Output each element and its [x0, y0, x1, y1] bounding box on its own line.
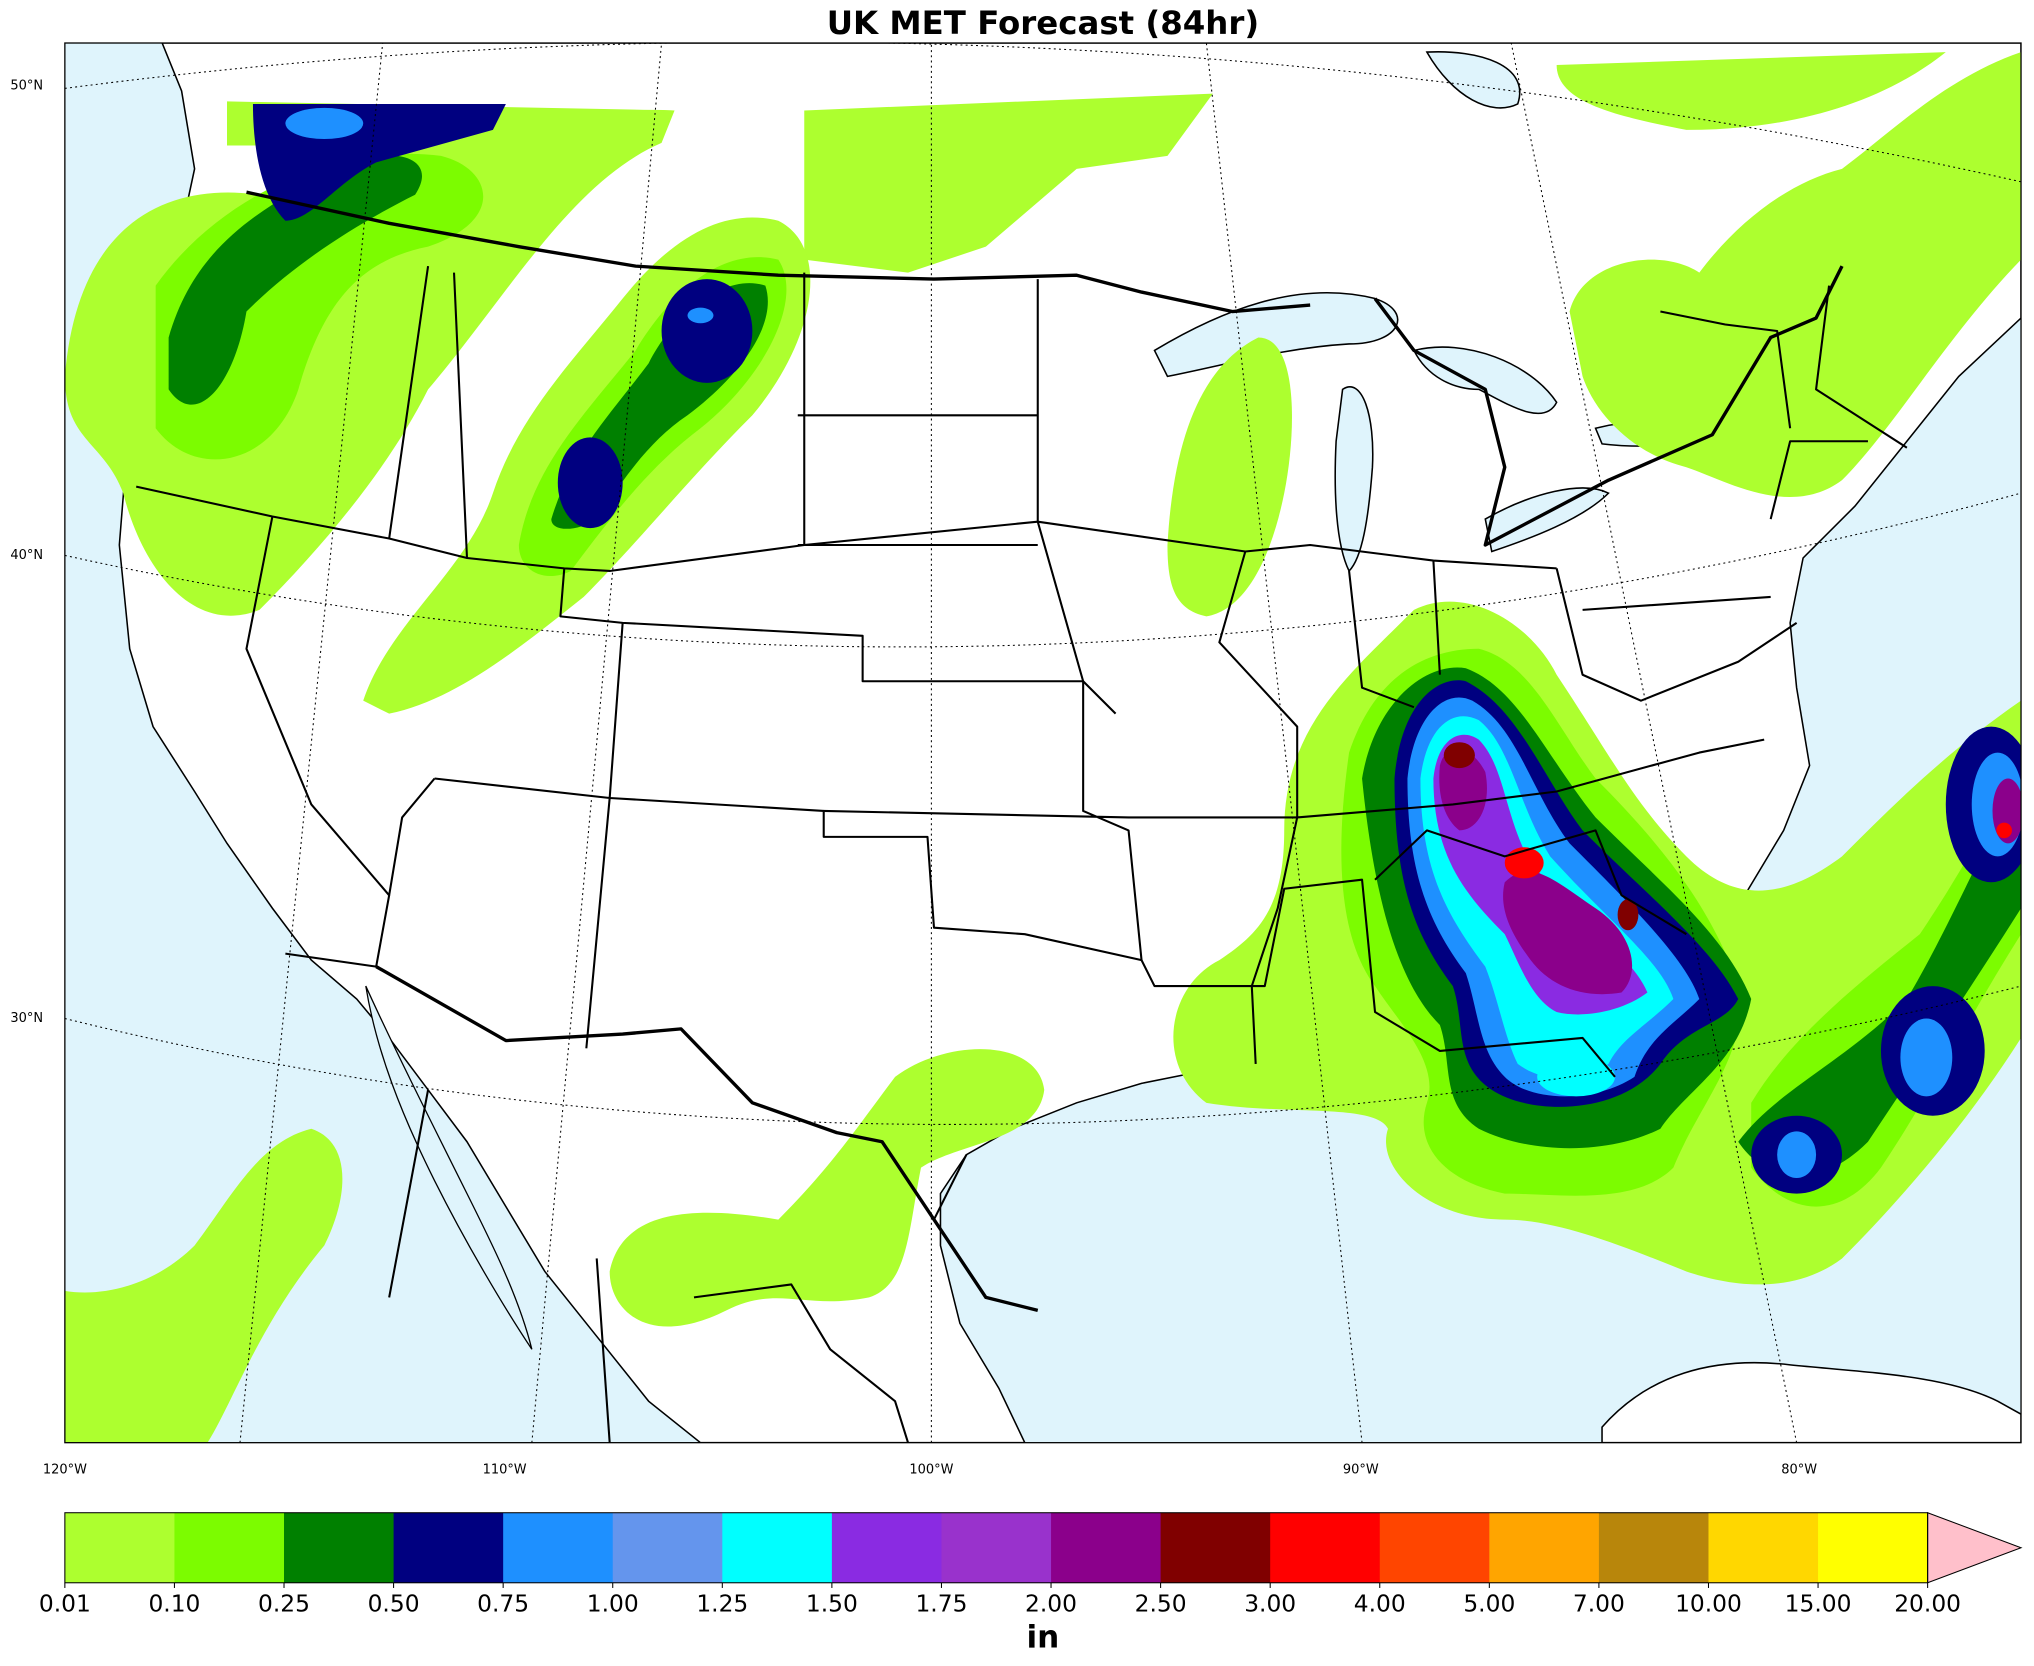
colorbar-swatch [612, 1512, 723, 1583]
precip-area [1167, 337, 1292, 617]
map [64, 43, 2022, 1443]
lon-label: 90°W [1343, 1462, 1379, 1477]
colorbar-tick-label: 3.00 [1244, 1589, 1296, 1617]
precip-area [1777, 1131, 1817, 1179]
colorbar-tick-label: 15.00 [1785, 1589, 1852, 1617]
colorbar-tick-label: 1.00 [587, 1589, 639, 1617]
precip-area [687, 307, 714, 324]
colorbar-swatch [1598, 1512, 1709, 1583]
colorbar-tick-label: 0.50 [368, 1589, 420, 1617]
precip-area [1537, 1057, 1616, 1097]
colorbar-swatch [1818, 1512, 1929, 1583]
colorbar-tick-label: 2.50 [1135, 1589, 1187, 1617]
lon-label: 120°W [43, 1462, 87, 1477]
borders [135, 190, 1908, 1443]
colorbar-swatch [1051, 1512, 1161, 1583]
precip-area [285, 107, 364, 140]
precip-area [804, 93, 1213, 273]
lon-labels: 120°W 110°W 100°W 90°W 80°W [43, 1462, 1817, 1477]
precip-area [1900, 1018, 1953, 1097]
lat-labels: 50°N 40°N 30°N [10, 78, 43, 1026]
colorbar-tick-label: 1.75 [915, 1589, 967, 1617]
colorbar-swatch [1708, 1512, 1819, 1583]
precip-area [1569, 52, 2022, 497]
colorbar-extend [1927, 1511, 2023, 1584]
precip-area [557, 437, 623, 529]
colorbar-swatch [722, 1512, 833, 1583]
lon-label: 110°W [483, 1462, 527, 1477]
colorbar-label: in [1027, 1620, 1060, 1656]
colorbar-tick-label: 0.25 [258, 1589, 310, 1617]
colorbar-swatch [1270, 1512, 1381, 1583]
colorbar-tick-label: 7.00 [1573, 1589, 1625, 1617]
colorbar-tick-label: 0.75 [477, 1589, 529, 1617]
title: UK MET Forecast (84hr) [827, 4, 1259, 42]
colorbar-tick-label: 2.00 [1025, 1589, 1077, 1617]
precip-area [1996, 822, 2012, 839]
precip-area [1443, 742, 1475, 769]
precipitation [64, 52, 2022, 1443]
colorbar-swatch [1379, 1512, 1490, 1583]
colorbar-swatch [284, 1512, 394, 1583]
precip-area [1617, 899, 1639, 931]
lat-label: 30°N [10, 1011, 43, 1026]
colorbar-swatch [393, 1512, 504, 1583]
colorbar-tick-label: 0.10 [148, 1589, 200, 1617]
colorbar-swatch [831, 1512, 942, 1583]
precip-area [661, 279, 753, 383]
lon-label: 80°W [1781, 1462, 1817, 1477]
graticule [64, 43, 2022, 1443]
colorbar-tick-label: 5.00 [1463, 1589, 1515, 1617]
colorbar-swatch [174, 1512, 285, 1583]
lat-label: 40°N [10, 548, 43, 563]
precip-area [609, 1049, 1045, 1327]
colorbar-tick-label: 1.25 [696, 1589, 748, 1617]
colorbar-swatch [1160, 1512, 1271, 1583]
lat-label: 50°N [10, 78, 43, 93]
map-frame [64, 42, 2022, 1444]
lon-label: 100°W [909, 1462, 953, 1477]
colorbar-tick-label: 0.01 [39, 1589, 91, 1617]
colorbar-swatch [1489, 1512, 1600, 1583]
colorbar-swatch [941, 1512, 1052, 1583]
precip-area [1504, 847, 1544, 879]
colorbar-swatch [64, 1512, 175, 1583]
colorbar-tick-label: 4.00 [1354, 1589, 1406, 1617]
cuba [1601, 1361, 2022, 1443]
colorbar-tick-label: 1.50 [806, 1589, 858, 1617]
precip-area [1439, 749, 1487, 831]
precip-area [1503, 871, 1633, 995]
colorbar-frame [64, 1512, 1929, 1584]
precip-area [1556, 52, 1946, 130]
precip-area [64, 1128, 343, 1443]
colorbar-tick-label: 20.00 [1894, 1589, 1961, 1617]
colorbar: 0.01 0.10 0.25 0.50 0.75 1.00 1.25 1.50 1.75 2.00… [39, 1511, 2023, 1656]
colorbar-swatch [503, 1512, 614, 1583]
great-lakes [1153, 51, 1714, 573]
colorbar-tick-label: 10.00 [1675, 1589, 1742, 1617]
